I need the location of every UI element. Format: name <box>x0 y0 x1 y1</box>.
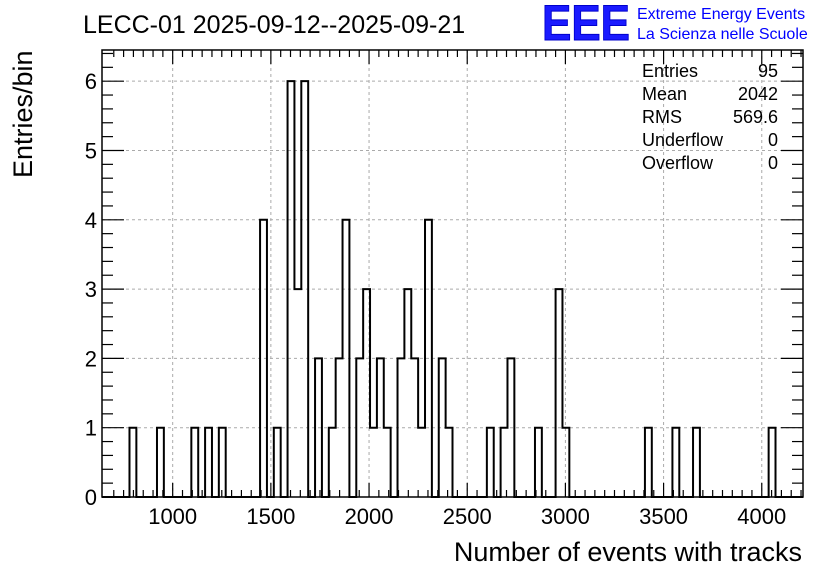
chart-title: LECC-01 2025-09-12--2025-09-21 <box>83 11 465 39</box>
y-tick-label: 4 <box>85 208 97 233</box>
plot-frame <box>101 49 804 498</box>
stat-label-entries: Entries <box>642 61 698 81</box>
eee-logo-line2: La Scienza nelle Scuole <box>637 26 808 43</box>
stat-label-mean: Mean <box>642 84 687 104</box>
x-tick-label: 2500 <box>443 504 492 529</box>
x-tick-label: 1500 <box>246 504 295 529</box>
x-tick-label: 3500 <box>639 504 688 529</box>
stat-label-overflow: Overflow <box>642 153 714 173</box>
y-tick-label: 5 <box>85 138 97 163</box>
x-tick-labels: 1000 1500 2000 2500 3000 3500 4000 <box>148 504 786 529</box>
y-tick-label: 6 <box>85 69 97 94</box>
eee-logo-mark: EEE <box>542 0 630 51</box>
stat-value-mean: 2042 <box>738 84 778 104</box>
y-axis-label: Entries/bin <box>8 50 38 178</box>
grid-lines <box>102 50 803 497</box>
x-axis-label: Number of events with tracks <box>454 537 802 567</box>
x-tick-label: 1000 <box>148 504 197 529</box>
stat-label-rms: RMS <box>642 107 682 127</box>
y-tick-labels: 0 1 2 3 4 5 6 <box>85 69 97 510</box>
stat-value-rms: 569.6 <box>733 107 778 127</box>
eee-logo: EEE Extreme Energy Events La Scienza nel… <box>542 0 808 52</box>
stat-value-entries: 95 <box>758 61 778 81</box>
eee-logo-line1: Extreme Energy Events <box>637 6 805 23</box>
stat-value-underflow: 0 <box>768 130 778 150</box>
histogram-outline <box>102 80 803 498</box>
x-tick-label: 4000 <box>737 504 786 529</box>
axis-ticks <box>102 50 803 498</box>
y-tick-label: 1 <box>85 416 97 441</box>
stat-label-underflow: Underflow <box>642 130 724 150</box>
x-tick-label: 2000 <box>345 504 394 529</box>
y-tick-label: 2 <box>85 346 97 371</box>
y-tick-label: 0 <box>85 485 97 510</box>
stats-box: Entries 95 Mean 2042 RMS 569.6 Underflow… <box>642 61 778 173</box>
x-tick-label: 3000 <box>541 504 590 529</box>
stat-value-overflow: 0 <box>768 153 778 173</box>
y-tick-label: 3 <box>85 277 97 302</box>
